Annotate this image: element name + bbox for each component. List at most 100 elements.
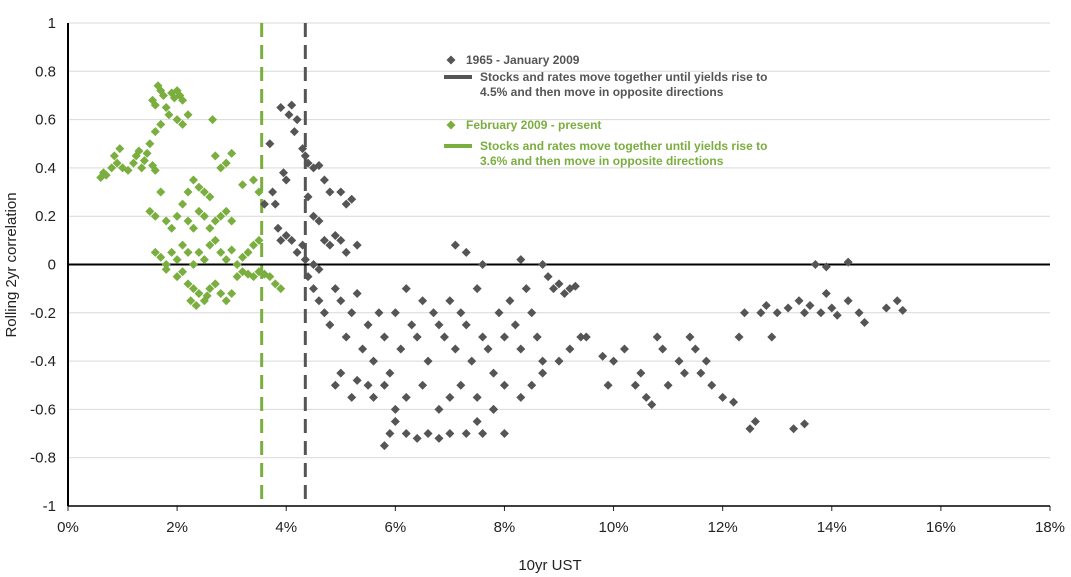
legend: 1965 - January 2009 Stocks and rates move…	[444, 53, 767, 168]
scatter-point	[186, 296, 196, 306]
scatter-point	[385, 368, 395, 378]
scatter-point	[510, 320, 520, 330]
scatter-point	[499, 429, 509, 439]
scatter-point	[472, 416, 482, 426]
scatter-point	[379, 332, 389, 342]
scatter-point	[472, 284, 482, 294]
scatter-point	[330, 284, 340, 294]
scatter-point	[674, 356, 684, 366]
scatter-point	[227, 148, 237, 158]
scatter-point	[810, 260, 820, 269]
scatter-point	[363, 320, 373, 330]
scatter-point	[150, 165, 160, 175]
scatter-point	[379, 380, 389, 390]
scatter-point	[385, 429, 395, 439]
scatter-point	[325, 320, 335, 330]
scatter-point	[347, 308, 357, 318]
y-tick-label: 0	[48, 257, 56, 274]
scatter-point	[800, 308, 809, 318]
scatter-point	[363, 380, 373, 390]
y-tick-label: 0.6	[35, 112, 56, 129]
scatter-point	[142, 148, 152, 158]
scatter-point	[761, 301, 771, 311]
scatter-point	[167, 223, 177, 233]
scatter-point	[319, 308, 329, 318]
scatter-point	[319, 175, 329, 185]
scatter-point	[248, 175, 258, 185]
scatter-point	[658, 344, 668, 354]
scatter-point	[745, 424, 755, 434]
scatter-point	[134, 146, 144, 156]
scatter-point	[265, 272, 275, 282]
legend-threshold-label: 4.5% and then move in opposite direction…	[480, 85, 724, 99]
scatter-point	[860, 317, 870, 327]
scatter-point	[227, 288, 237, 298]
scatter-point	[789, 424, 799, 434]
scatter-point	[287, 100, 297, 110]
scatter-point	[227, 245, 237, 255]
scatter-point	[156, 187, 166, 197]
scatter-point	[341, 332, 351, 342]
scatter-point	[816, 308, 826, 318]
scatter-point	[827, 303, 837, 313]
scatter-point	[729, 397, 739, 407]
scatter-point	[172, 255, 182, 265]
scatter-point	[429, 308, 439, 318]
scatter-point	[156, 119, 166, 129]
scatter-point	[314, 264, 324, 274]
scatter-point	[123, 165, 133, 175]
scatter-point	[303, 158, 313, 168]
scatter-point	[194, 206, 204, 216]
scatter-point	[314, 160, 324, 170]
scatter-point	[156, 252, 166, 262]
scatter-point	[158, 90, 168, 100]
scatter-point	[276, 103, 286, 113]
scatter-point	[805, 301, 815, 311]
scatter-point	[494, 308, 504, 318]
scatter-point	[292, 247, 302, 257]
scatter-point	[390, 416, 400, 426]
scatter-point	[396, 344, 406, 354]
scatter-point	[543, 272, 553, 282]
scatter-point	[707, 380, 717, 390]
scatter-point	[418, 296, 428, 306]
scatter-point	[434, 433, 444, 443]
scatter-point	[199, 187, 209, 197]
scatter-point	[341, 247, 351, 257]
scatter-point	[101, 170, 111, 180]
scatter-point	[690, 344, 700, 354]
scatter-point	[641, 392, 651, 402]
scatter-point	[216, 288, 226, 298]
scatter-point	[330, 231, 340, 241]
scatter-point	[330, 380, 340, 390]
reference-lines	[260, 23, 307, 506]
scatter-point	[188, 223, 198, 233]
x-tick-label: 4%	[275, 519, 297, 536]
scatter-point	[270, 199, 280, 209]
scatter-point	[172, 211, 182, 221]
y-tick-label: -0.4	[30, 353, 56, 370]
scatter-point	[178, 240, 188, 250]
scatter-point	[278, 168, 288, 178]
scatter-point	[821, 262, 831, 272]
scatter-point	[164, 110, 174, 120]
scatter-point	[358, 344, 368, 354]
scatter-point	[336, 187, 346, 197]
scatter-point	[210, 151, 220, 161]
scatter-point	[194, 247, 204, 257]
scatter-point	[718, 392, 728, 402]
scatter-point	[772, 308, 782, 318]
scatter-point	[461, 429, 471, 439]
scatter-point	[336, 368, 346, 378]
scatter-point	[609, 356, 619, 366]
scatter-point	[137, 163, 147, 173]
scatter-point	[221, 296, 231, 306]
scatter-point	[221, 206, 231, 216]
scatter-point	[216, 211, 226, 221]
scatter-point	[254, 235, 264, 245]
scatter-point	[205, 284, 215, 294]
scatter-point	[418, 380, 428, 390]
scatter-point	[756, 308, 766, 318]
scatter-point	[115, 144, 125, 154]
scatter-point	[450, 344, 460, 354]
